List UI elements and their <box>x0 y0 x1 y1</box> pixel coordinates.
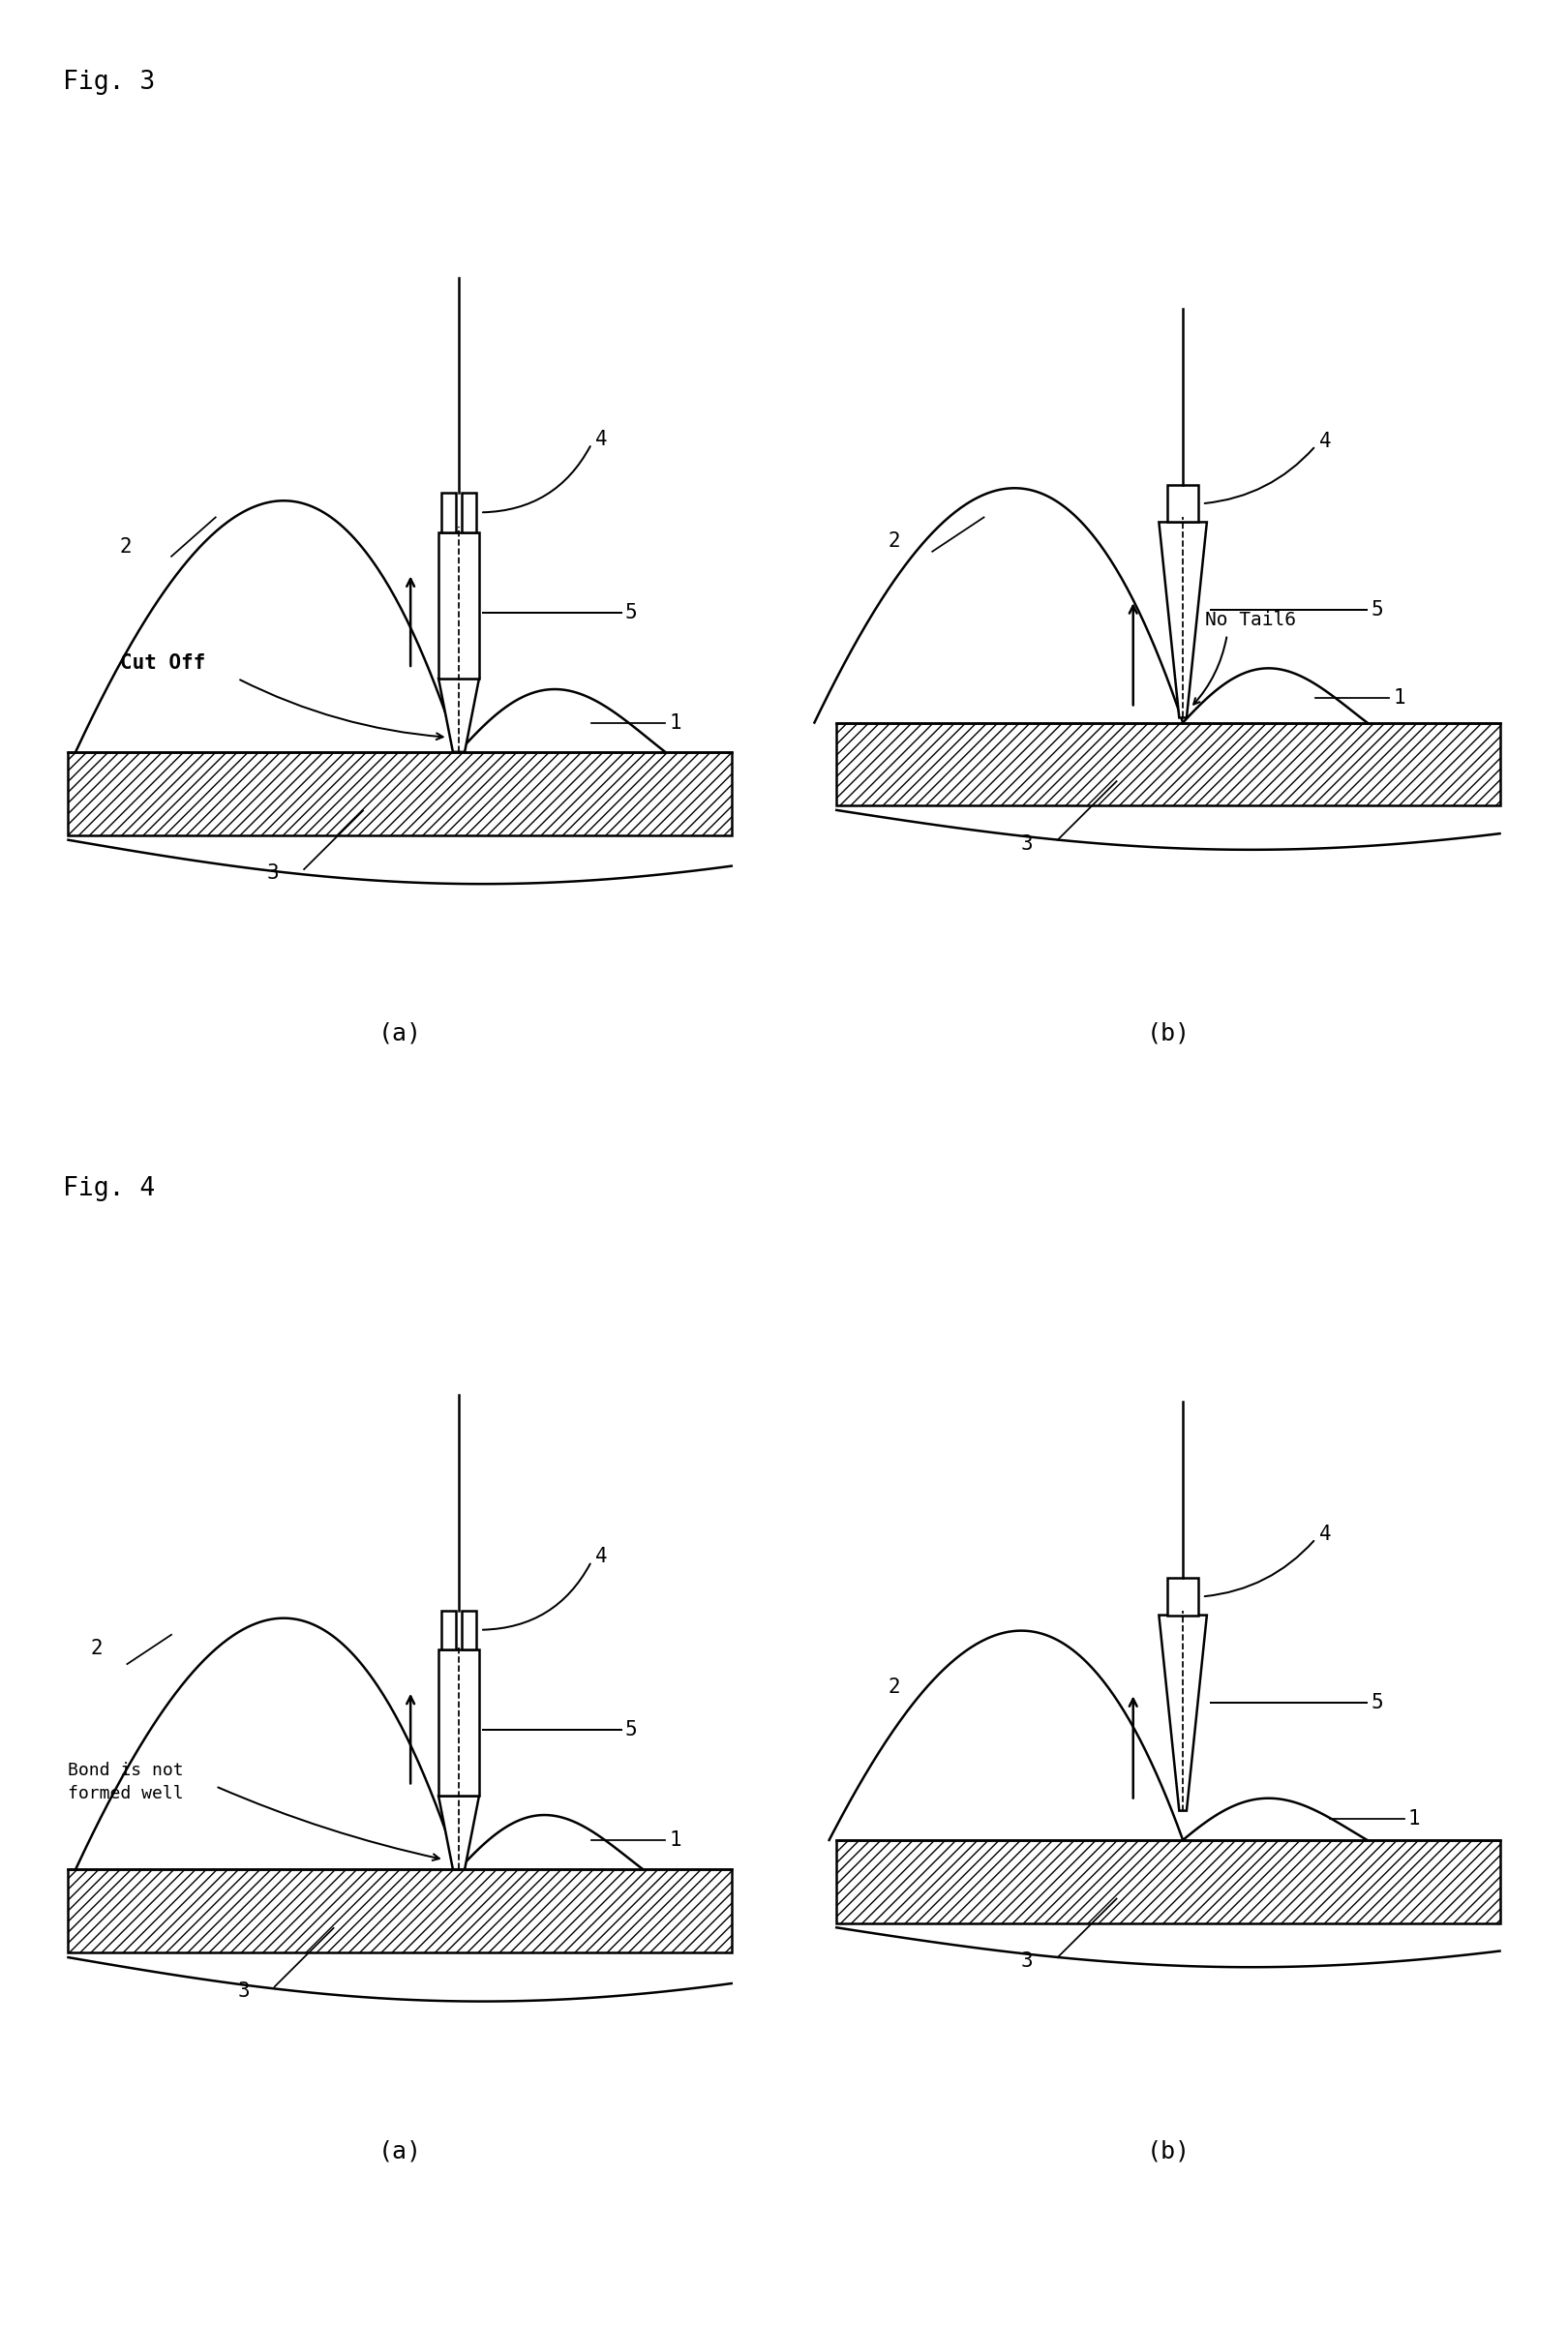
Text: (a): (a) <box>378 2139 422 2163</box>
Text: 3: 3 <box>1021 833 1033 854</box>
Bar <box>461 1611 477 1648</box>
Bar <box>1168 1578 1198 1616</box>
Polygon shape <box>1159 1616 1207 1811</box>
Text: 4: 4 <box>1319 1525 1331 1543</box>
Text: 2: 2 <box>91 1639 102 1658</box>
Text: 3: 3 <box>267 864 279 882</box>
Text: 1: 1 <box>1392 689 1405 708</box>
Text: Fig. 3: Fig. 3 <box>63 70 155 95</box>
Text: 3: 3 <box>1021 1951 1033 1972</box>
Bar <box>837 722 1499 805</box>
Bar <box>439 1648 480 1797</box>
Text: (b): (b) <box>1146 1022 1190 1045</box>
Polygon shape <box>439 1797 480 1869</box>
Text: 5: 5 <box>624 603 637 622</box>
Text: 4: 4 <box>1319 431 1331 452</box>
Text: 3: 3 <box>238 1981 249 2000</box>
Text: 4: 4 <box>596 428 607 449</box>
Text: Cut Off: Cut Off <box>119 654 205 673</box>
Bar <box>1168 484 1198 521</box>
Text: 5: 5 <box>624 1720 637 1739</box>
Text: No Tail6: No Tail6 <box>1204 610 1297 629</box>
Text: 1: 1 <box>1408 1809 1421 1827</box>
Bar <box>439 531 480 677</box>
Bar <box>69 752 731 836</box>
Bar <box>441 494 456 531</box>
Text: Bond is not
formed well: Bond is not formed well <box>69 1762 183 1802</box>
Polygon shape <box>439 677 480 752</box>
Text: 5: 5 <box>1370 601 1383 619</box>
Text: 2: 2 <box>887 531 900 549</box>
Bar <box>69 1869 731 1953</box>
Text: (b): (b) <box>1146 2139 1190 2163</box>
Text: (a): (a) <box>378 1022 422 1045</box>
Text: 2: 2 <box>119 538 132 556</box>
Bar <box>441 1611 456 1648</box>
Bar <box>461 494 477 531</box>
Text: 1: 1 <box>670 712 681 733</box>
Text: 5: 5 <box>1370 1692 1383 1713</box>
Text: 2: 2 <box>887 1678 900 1697</box>
Bar <box>837 1839 1499 1923</box>
Polygon shape <box>1159 521 1207 717</box>
Text: Fig. 4: Fig. 4 <box>63 1176 155 1201</box>
Text: 4: 4 <box>596 1546 607 1567</box>
Text: 1: 1 <box>670 1830 681 1851</box>
